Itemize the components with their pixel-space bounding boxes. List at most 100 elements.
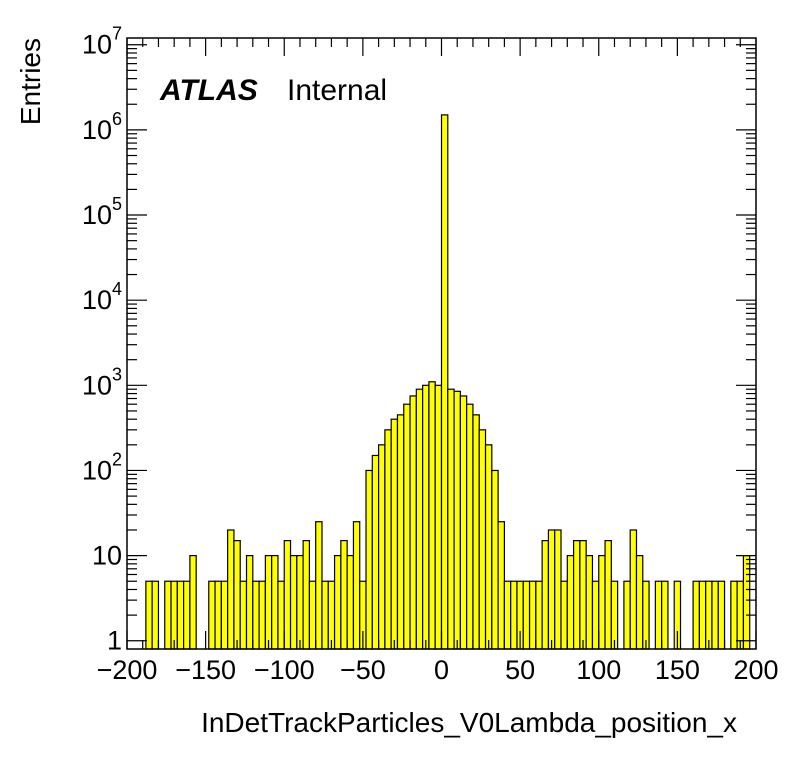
- histogram-bar: [541, 540, 550, 650]
- histogram-bar: [466, 403, 474, 650]
- histogram-bar: [635, 555, 644, 650]
- histogram-bars: [145, 114, 751, 650]
- histogram-bar: [245, 555, 254, 650]
- histogram-bar: [434, 384, 443, 650]
- histogram-bar: [296, 555, 304, 650]
- histogram-bar: [409, 395, 417, 650]
- x-tick-label: 100: [576, 655, 621, 685]
- histogram-bar: [698, 580, 707, 650]
- histogram-bar: [271, 555, 279, 650]
- histogram-bar: [453, 390, 461, 650]
- histogram-bar: [585, 555, 594, 650]
- x-tick-label: 50: [505, 655, 535, 685]
- y-tick-label: 106: [82, 109, 122, 145]
- histogram-bar: [547, 529, 556, 650]
- histogram-bar: [654, 580, 663, 650]
- atlas-label: ATLAS: [159, 74, 258, 107]
- histogram-bar: [315, 521, 323, 650]
- histogram-bar: [604, 540, 612, 650]
- histogram-bar: [378, 444, 386, 650]
- x-tick-label: −150: [175, 655, 236, 685]
- histogram-bar: [623, 580, 631, 650]
- histogram-bar: [535, 580, 543, 650]
- histogram-bar: [227, 529, 235, 650]
- histogram-bar: [352, 521, 361, 650]
- axis-ticks: [126, 38, 757, 649]
- histogram-bar: [566, 555, 575, 650]
- y-tick-label: 10: [92, 541, 122, 571]
- y-tick-label: 1: [107, 626, 122, 656]
- histogram-bar: [189, 555, 197, 650]
- histogram-bar: [371, 454, 380, 650]
- histogram-bar: [522, 580, 531, 650]
- histogram-bar: [403, 403, 411, 650]
- y-tick-label: 102: [82, 449, 122, 485]
- x-tick-label: −200: [97, 655, 158, 685]
- x-tick-label: 150: [655, 655, 700, 685]
- histogram-bar: [742, 555, 751, 650]
- histogram-bar: [459, 395, 468, 650]
- histogram-bar: [510, 580, 518, 650]
- histogram-bar: [478, 429, 487, 650]
- histogram-bar: [497, 521, 505, 650]
- y-tick-label: 104: [82, 279, 122, 315]
- histogram-bar: [554, 529, 562, 650]
- histogram-bar: [428, 381, 436, 650]
- histogram-bar: [415, 388, 424, 650]
- histogram-bar: [321, 580, 329, 650]
- y-axis-title: Entries: [15, 38, 46, 125]
- histogram-bar: [396, 414, 405, 650]
- histogram-bar: [484, 444, 493, 650]
- histogram-bar: [346, 555, 355, 650]
- x-axis-title: InDetTrackParticles_V0Lambda_position_x: [201, 707, 737, 738]
- histogram-bar: [208, 580, 216, 650]
- histogram-bar: [289, 555, 298, 650]
- histogram-bar: [264, 555, 273, 650]
- histogram-bar: [610, 580, 619, 650]
- histogram-bar: [302, 540, 311, 650]
- histogram-bar: [390, 418, 399, 650]
- histogram-bar: [661, 580, 669, 650]
- y-tick-label: 107: [82, 24, 122, 60]
- histogram-bar: [705, 580, 713, 650]
- histogram-bar: [528, 580, 537, 650]
- histogram-bar: [151, 580, 160, 650]
- histogram-bar: [447, 388, 455, 650]
- histogram-bar: [422, 384, 430, 650]
- histogram-bar: [308, 580, 317, 650]
- histogram-bar: [233, 540, 241, 650]
- x-tick-label: 0: [434, 655, 449, 685]
- histogram-bar: [327, 580, 336, 650]
- histogram-bar: [730, 580, 738, 650]
- histogram-bar: [717, 580, 726, 650]
- internal-label: Internal: [287, 74, 387, 107]
- histogram-bar: [692, 580, 700, 650]
- histogram-bar: [214, 580, 222, 650]
- histogram-bar: [572, 540, 581, 650]
- histogram-bar: [145, 580, 153, 650]
- histogram-bar: [176, 580, 185, 650]
- x-tick-label: −50: [340, 655, 386, 685]
- x-tick-label: 200: [733, 655, 778, 685]
- x-tick-labels: −200 −150 −100 −50 0 50 100 150 200: [97, 655, 779, 685]
- histogram-bar: [579, 540, 587, 650]
- histogram-bar: [629, 529, 638, 650]
- histogram-bar: [258, 580, 266, 650]
- histogram-bar: [164, 580, 172, 650]
- histogram-bar: [384, 429, 392, 650]
- histogram-bar: [642, 580, 650, 650]
- histogram-bar: [365, 469, 373, 650]
- histogram-bar: [591, 580, 600, 650]
- y-tick-labels: 1 10 102 103 104 105 106 107: [82, 24, 122, 656]
- histogram-bar: [736, 580, 745, 650]
- histogram-bar: [283, 540, 292, 650]
- histogram-bar: [503, 580, 512, 650]
- histogram-bar: [491, 469, 499, 650]
- histogram-bar: [183, 580, 191, 650]
- y-tick-label: 103: [82, 364, 122, 400]
- histogram-bar: [252, 580, 260, 650]
- histogram-bar: [277, 580, 285, 650]
- histogram-bar: [560, 580, 568, 650]
- histogram-bar: [598, 555, 606, 650]
